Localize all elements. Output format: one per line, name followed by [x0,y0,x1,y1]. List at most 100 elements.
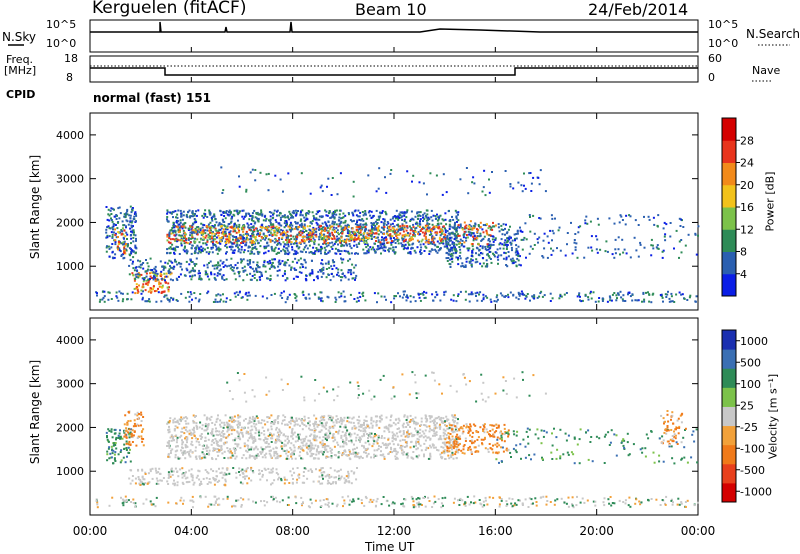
echo-cell [422,220,424,222]
echo-cell [134,234,137,237]
echo-cell [333,264,336,267]
echo-cell [289,216,292,219]
echo-cell [426,226,429,229]
echo-cell [308,211,311,213]
echo-cell [169,273,172,276]
echo-cell [184,245,186,248]
echo-cell [112,223,115,225]
echo-cell [112,444,115,447]
echo-cell [131,291,134,294]
echo-cell [516,252,519,255]
echo-cell [563,501,566,504]
echo-cell [278,231,281,234]
echo-cell [184,296,187,299]
echo-cell [481,228,484,231]
echo-cell [385,500,388,503]
y-tick-label: 2000 [56,216,84,229]
echo-cell [624,502,627,505]
echo-cell [171,474,174,476]
echo-cell [214,228,217,231]
echo-cell [282,248,285,251]
echo-cell [621,238,624,241]
echo-cell [687,233,690,236]
echo-cell [609,496,612,498]
echo-cell [178,223,181,226]
echo-cell [493,253,496,256]
echo-cell [306,233,309,236]
echo-cell [189,231,192,234]
echo-cell [241,215,244,218]
echo-cell [250,468,252,471]
echo-cell [474,292,477,295]
echo-cell [269,274,272,277]
echo-cell [459,225,462,228]
echo-cell [235,224,238,227]
echo-cell [576,295,579,298]
echo-cell [204,248,206,251]
echo-cell [141,482,144,485]
echo-cell [195,248,198,251]
echo-cell [327,262,330,265]
echo-cell [141,263,143,266]
echo-cell [440,232,443,235]
echo-cell [331,268,334,270]
echo-cell [513,233,516,236]
echo-cell [424,230,427,233]
echo-cell [114,241,117,243]
echo-cell [129,247,131,250]
echo-cell [233,223,236,226]
echo-cell [313,252,316,255]
echo-cell [167,290,170,293]
echo-cell [281,297,284,299]
echo-cell [488,234,491,237]
echo-cell [474,501,477,504]
echo-cell [401,219,404,221]
echo-cell [488,496,491,499]
echo-cell [344,241,347,244]
echo-cell [349,236,352,239]
echo-cell [175,221,178,224]
echo-cell [359,227,362,230]
echo-cell [277,261,280,264]
echo-cell [231,269,234,271]
echo-cell [126,220,129,223]
echo-cell [535,504,538,507]
echo-cell [468,247,471,250]
echo-cell [349,231,351,234]
echo-cell [198,278,201,281]
echo-cell [144,471,147,474]
echo-cell [487,238,490,240]
echo-cell [166,248,169,251]
echo-cell [228,231,231,234]
echo-cell [573,239,576,241]
echo-cell [137,476,140,478]
echo-cell [373,228,376,231]
echo-cell [345,480,348,483]
echo-cell [144,289,147,292]
echo-cell [213,215,216,218]
echo-cell [251,232,254,235]
echo-cell [367,251,370,254]
echo-cell [186,481,189,484]
echo-cell [500,499,503,502]
echo-cell [578,294,580,296]
echo-cell [380,414,383,417]
echo-cell [119,212,122,215]
echo-cell [275,221,278,223]
echo-cell [267,229,270,232]
echo-cell [197,469,200,472]
echo-cell [417,497,420,499]
echo-cell [108,504,111,507]
echo-cell [335,430,338,433]
echo-cell [421,231,424,234]
echo-cell [155,482,158,485]
echo-cell [361,218,364,221]
echo-cell [584,222,587,225]
echo-cell [193,262,196,265]
echo-cell [183,225,186,228]
echo-cell [328,210,331,213]
echo-cell [166,209,169,212]
echo-cell [255,248,258,251]
echo-cell [317,297,320,300]
